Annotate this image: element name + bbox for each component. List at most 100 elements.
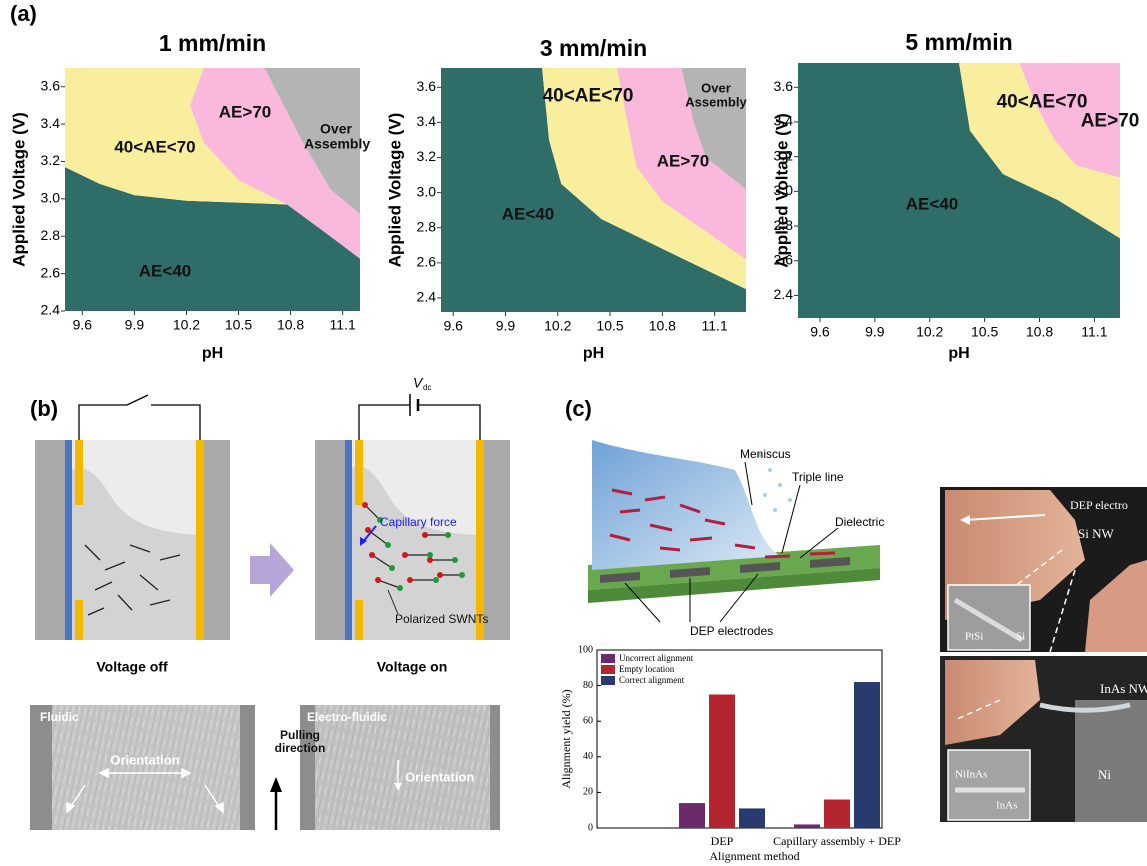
- y-tick-label: 2.4: [41, 302, 61, 318]
- x-tick-label: 10.2: [544, 318, 571, 334]
- voltage-subscript: dc: [423, 383, 431, 392]
- sem-label: Si NW: [1078, 526, 1114, 541]
- pull-arrow-head: [270, 777, 282, 792]
- sem-bottom: [940, 656, 1147, 822]
- y-tick-label: 2.6: [417, 254, 437, 270]
- schematic-off: [35, 394, 230, 640]
- x-tick-label: 9.9: [496, 318, 516, 334]
- region-label: AE>70: [656, 151, 710, 171]
- y-tick-label: 3.0: [774, 182, 794, 198]
- y-tick-label: 3.6: [774, 78, 794, 94]
- x-axis-label: pH: [583, 345, 604, 362]
- bar: [709, 694, 735, 828]
- legend-swatch: [601, 665, 615, 674]
- y-tick-label: 0: [588, 822, 593, 833]
- x-tick-label: 11.1: [702, 318, 728, 334]
- y-tick-label: 80: [583, 680, 593, 691]
- voltage-symbol: V: [413, 375, 424, 391]
- y-tick-label: 3.4: [41, 115, 61, 131]
- y-axis-label: Applied Voltage (V): [9, 112, 28, 267]
- region: [681, 68, 746, 190]
- region-label: 40<AE<70: [114, 137, 196, 157]
- x-tick-label: 9.6: [443, 318, 463, 334]
- bar: [794, 824, 820, 828]
- sem-label: PtSi: [965, 631, 983, 643]
- bar: [824, 799, 850, 828]
- legend-label: Correct alignment: [619, 675, 685, 685]
- x-tick-label: 10.5: [971, 324, 998, 340]
- y-tick-label: 2.8: [417, 218, 437, 234]
- x-tick-label: DEP: [711, 834, 734, 848]
- region: [189, 68, 360, 259]
- y-tick-label: 40: [583, 751, 593, 762]
- region-label: 40<AE<70: [996, 91, 1088, 113]
- x-tick-label: Capillary assembly + DEP: [773, 834, 901, 848]
- annotation: Orientation: [405, 769, 474, 784]
- legend-label: Uncorrect alignment: [619, 653, 694, 663]
- bar: [679, 803, 705, 828]
- legend-swatch: [601, 654, 615, 663]
- x-axis-label: pH: [948, 345, 969, 362]
- micrograph-title: Electro-fluidic: [307, 710, 387, 724]
- schematic-label: Dielectric: [835, 515, 884, 529]
- x-tick-label: 10.2: [916, 324, 943, 340]
- y-axis-label: Applied Voltage (V): [385, 113, 404, 268]
- micrograph-title: Fluidic: [40, 710, 79, 724]
- chart-title: 5 mm/min: [905, 29, 1012, 55]
- sem-label: InAs: [996, 800, 1017, 812]
- region-label: AE>70: [218, 102, 272, 122]
- x-tick-label: 10.5: [225, 317, 252, 333]
- y-tick-label: 20: [583, 787, 593, 798]
- region: [617, 68, 746, 260]
- micrograph-fluidic: [30, 705, 255, 830]
- region: [65, 167, 360, 311]
- x-tick-label: 11.1: [1081, 324, 1107, 340]
- x-tick-label: 9.9: [865, 324, 885, 340]
- y-tick-label: 3.2: [417, 148, 437, 164]
- x-tick-label: 10.8: [649, 318, 676, 334]
- annotation: Pulling direction: [274, 727, 326, 755]
- y-tick-label: 2.6: [774, 251, 794, 267]
- x-tick-label: 10.8: [1026, 324, 1053, 340]
- schematic-label: DEP electrodes: [690, 624, 773, 638]
- schematic-label: Voltage on: [377, 659, 448, 675]
- panel-label: (a): [10, 1, 37, 26]
- region-label: AE<40: [501, 204, 555, 224]
- x-tick-label: 11.1: [330, 317, 356, 333]
- x-tick-label: 9.6: [73, 317, 93, 333]
- schematic-label: Triple line: [792, 470, 844, 484]
- region: [959, 63, 1120, 239]
- sem-label: Si: [1016, 631, 1025, 643]
- x-axis-label: pH: [202, 345, 223, 362]
- annotation: Capillary force: [380, 515, 457, 529]
- y-tick-label: 2.4: [417, 289, 437, 305]
- x-tick-label: 10.8: [277, 317, 304, 333]
- sem-top: [940, 487, 1147, 653]
- region: [798, 63, 1120, 318]
- region-label: Over Assembly: [304, 120, 371, 152]
- x-tick-label: 9.9: [125, 317, 145, 333]
- meniscus-schematic: [588, 440, 880, 623]
- x-tick-label: 10.2: [173, 317, 200, 333]
- region-label: AE>70: [1080, 110, 1140, 132]
- region-label: 40<AE<70: [542, 85, 634, 107]
- y-tick-label: 2.8: [774, 217, 794, 233]
- sem-label: DEP electro: [1070, 498, 1128, 512]
- y-tick-label: 3.0: [417, 183, 437, 199]
- region: [441, 68, 746, 312]
- y-tick-label: 3.6: [41, 77, 61, 93]
- y-tick-label: 3.4: [417, 113, 437, 129]
- sem-label: InAs NW: [1100, 681, 1147, 696]
- annotation: Polarized SWNTs: [395, 612, 488, 626]
- schematic-label: Voltage off: [96, 659, 168, 675]
- sem-label: Ni: [1098, 767, 1111, 782]
- x-tick-label: 9.6: [810, 324, 830, 340]
- region: [264, 68, 360, 214]
- sem-label: NiInAs: [955, 769, 987, 781]
- region: [542, 68, 746, 290]
- schematic-label: Meniscus: [740, 447, 791, 461]
- y-tick-label: 60: [583, 715, 593, 726]
- micrograph-electrofluidic: [300, 705, 500, 830]
- y-tick-label: 3.4: [774, 113, 794, 129]
